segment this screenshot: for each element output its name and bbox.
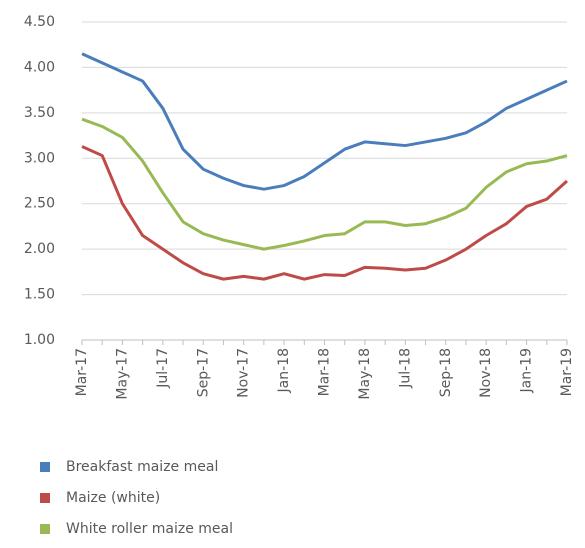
x-tick-label: Sep-18 bbox=[438, 348, 454, 397]
legend-label: Maize (white) bbox=[66, 490, 160, 506]
x-tick-label: Mar-19 bbox=[559, 348, 575, 396]
legend-label: Breakfast maize meal bbox=[66, 459, 218, 475]
x-tick-label: Jul-18 bbox=[397, 348, 413, 389]
y-tick-label: 2.00 bbox=[24, 241, 55, 257]
legend-swatch bbox=[40, 524, 50, 534]
y-tick-label: 3.50 bbox=[24, 105, 55, 121]
legend-swatch bbox=[40, 493, 50, 503]
y-tick-label: 1.50 bbox=[24, 287, 55, 303]
x-tick-label: Nov-17 bbox=[236, 348, 252, 398]
legend-label: White roller maize meal bbox=[66, 521, 233, 537]
x-tick-label: May-17 bbox=[114, 348, 130, 400]
x-tick-label: May-18 bbox=[357, 348, 373, 400]
y-tick-label: 1.00 bbox=[24, 332, 55, 348]
legend-swatch bbox=[40, 462, 50, 472]
y-tick-label: 3.00 bbox=[24, 150, 55, 166]
y-tick-label: 4.50 bbox=[24, 14, 55, 30]
x-tick-label: Jan-18 bbox=[276, 348, 292, 393]
x-tick-label: Mar-18 bbox=[317, 348, 333, 396]
x-tick-label: Jan-19 bbox=[519, 348, 535, 393]
series-line bbox=[81, 117, 568, 251]
x-tick-label: Jul-17 bbox=[155, 348, 171, 389]
series-line bbox=[81, 145, 569, 281]
series-line bbox=[81, 52, 568, 191]
x-tick-label: Sep-17 bbox=[195, 348, 211, 397]
y-tick-label: 2.50 bbox=[24, 196, 55, 212]
y-tick-label: 4.00 bbox=[24, 59, 55, 75]
x-tick-label: Mar-17 bbox=[74, 348, 90, 396]
x-tick-label: Nov-18 bbox=[478, 348, 494, 398]
